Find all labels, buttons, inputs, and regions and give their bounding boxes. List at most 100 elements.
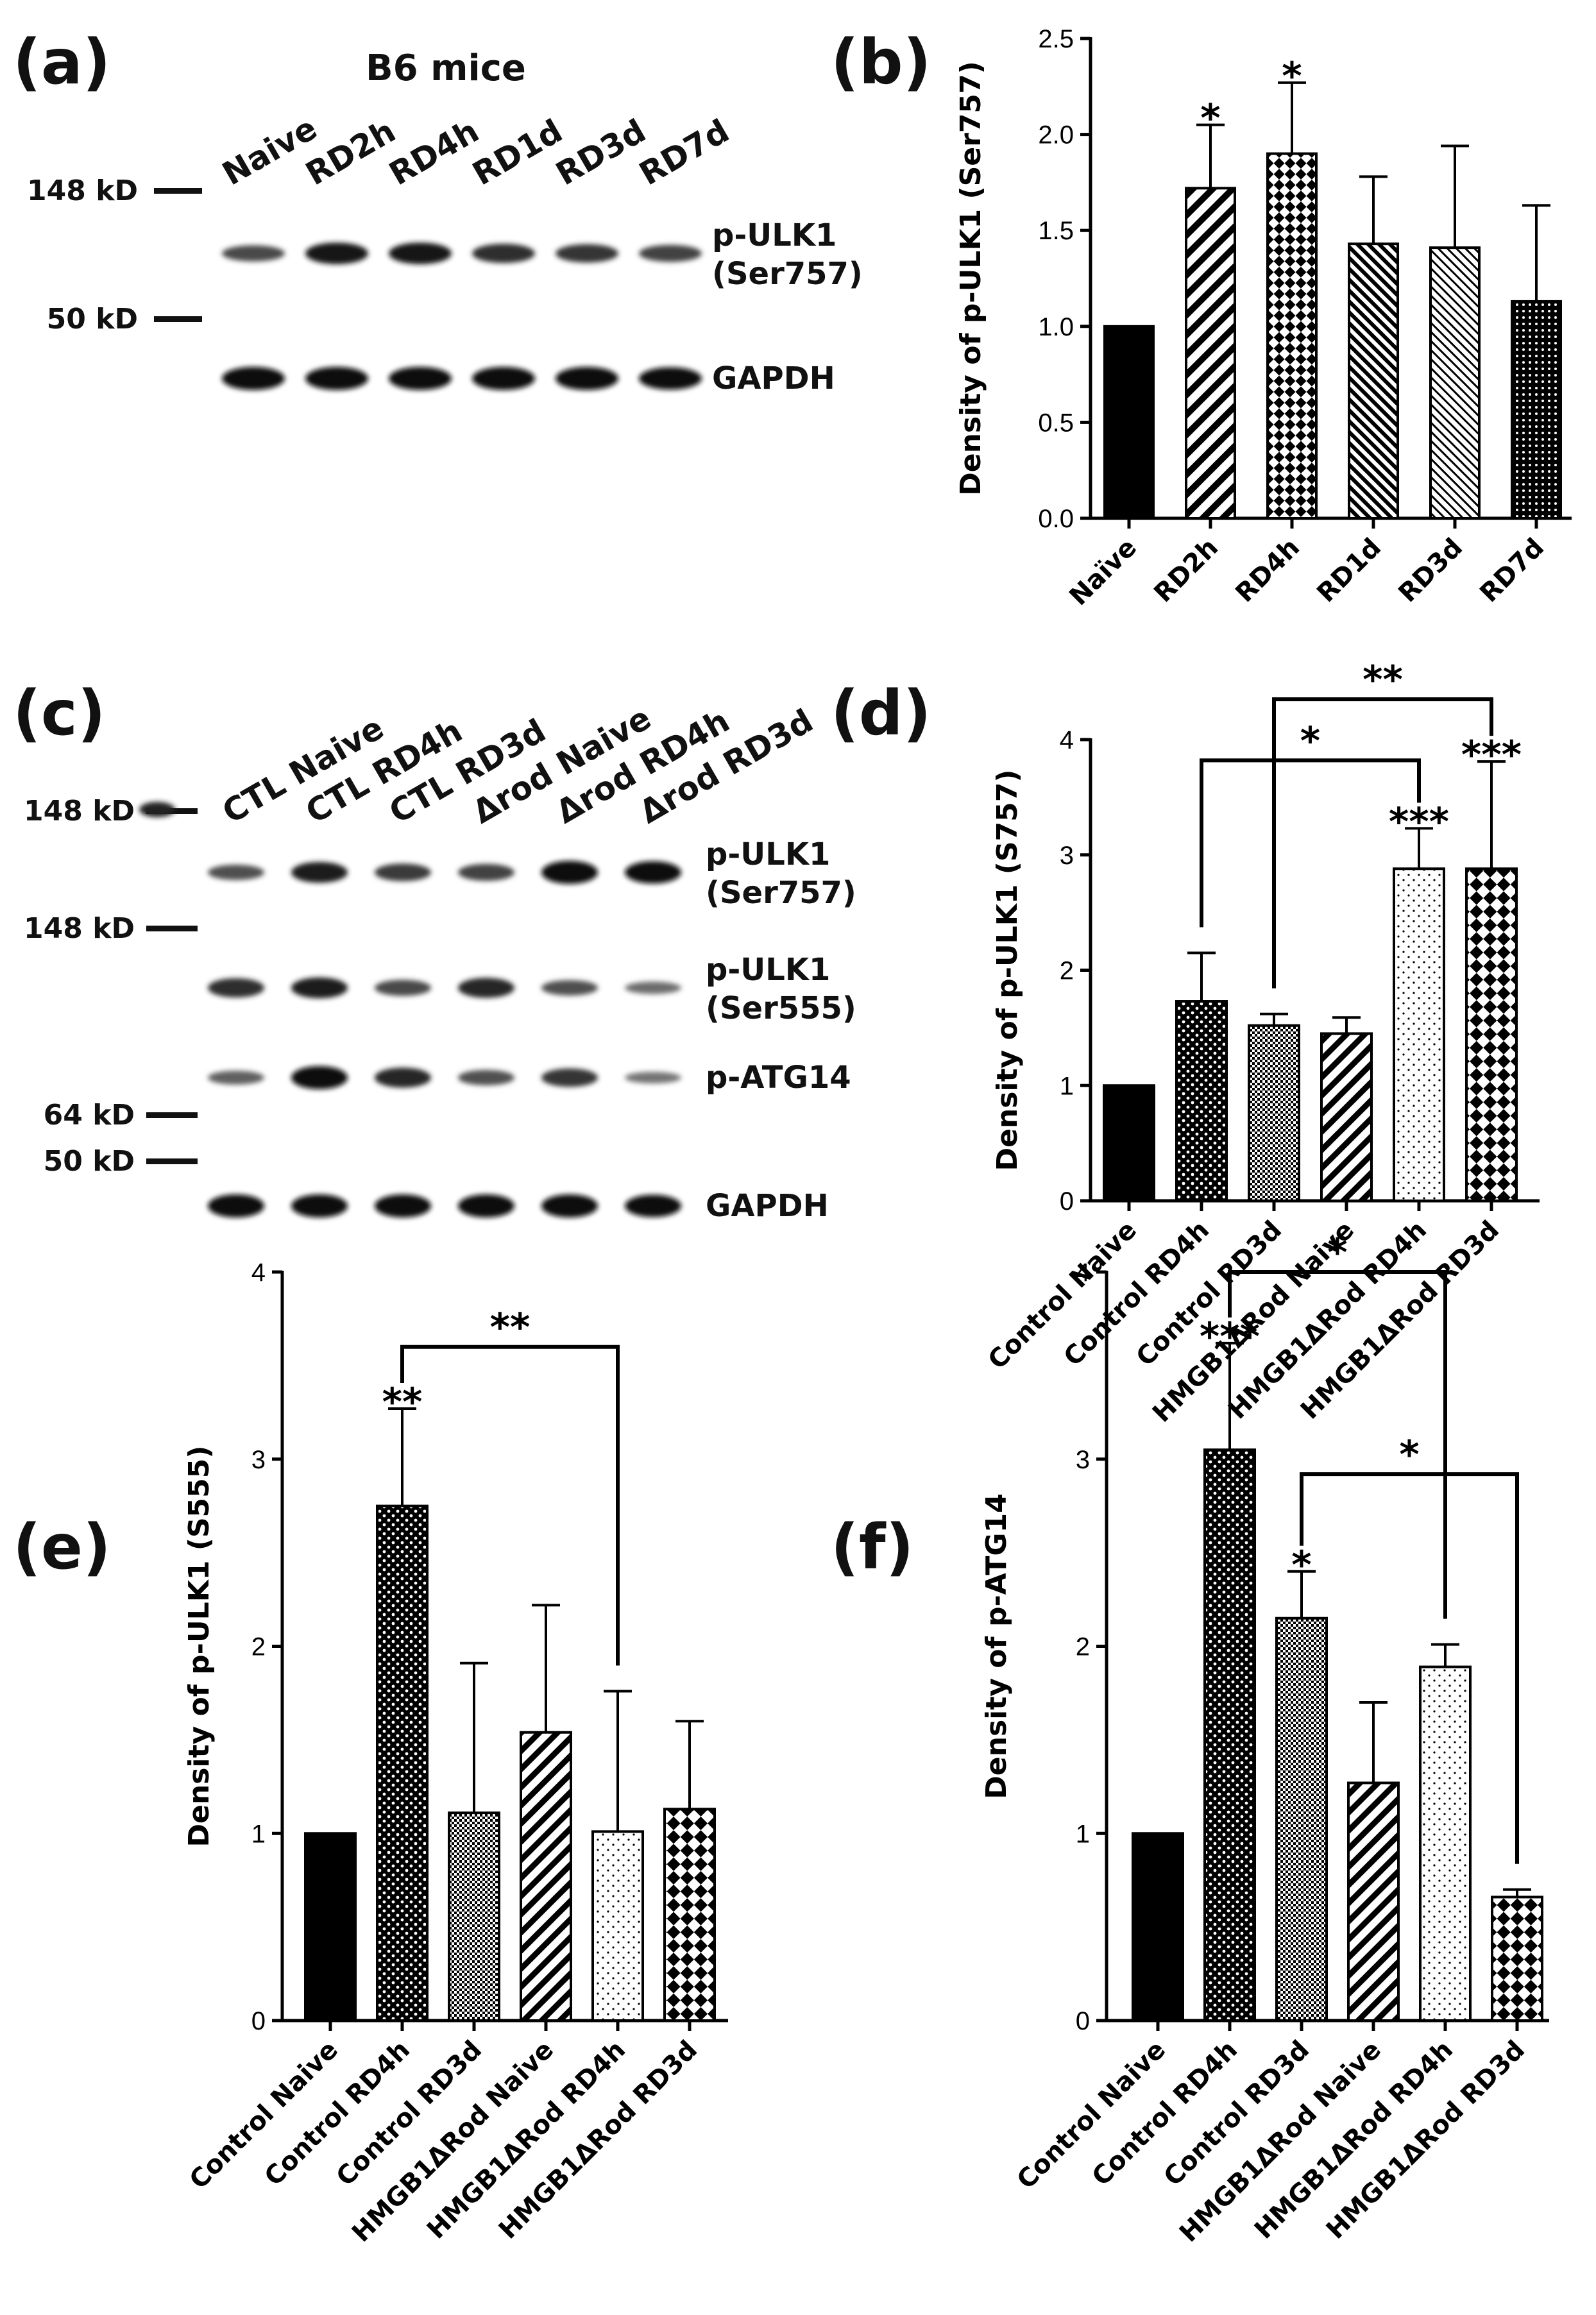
y-tick-label: 0 bbox=[1076, 2007, 1090, 2035]
y-tick-label: 1.5 bbox=[1038, 217, 1074, 245]
significance-label: * bbox=[1200, 96, 1220, 141]
blot-band bbox=[291, 1066, 348, 1089]
lane-label: RD1d bbox=[466, 112, 568, 193]
y-tick-label: 0 bbox=[251, 2007, 266, 2035]
blot-band bbox=[639, 367, 702, 390]
blot-band bbox=[375, 863, 431, 881]
bar bbox=[376, 1504, 429, 2022]
band-label: GAPDH bbox=[706, 1188, 829, 1224]
x-tick-label: RD3d bbox=[1393, 533, 1468, 609]
y-tick-label: 4 bbox=[251, 1259, 266, 1287]
y-tick-label: 2 bbox=[1076, 1633, 1090, 1661]
blot-band bbox=[208, 1071, 264, 1085]
band-label: p-ATG14 bbox=[706, 1060, 851, 1096]
y-tick-label: 2.0 bbox=[1038, 121, 1074, 149]
marker-label: 148 kD bbox=[24, 795, 135, 827]
bar bbox=[1103, 1084, 1155, 1202]
y-tick-label: 4 bbox=[1060, 726, 1074, 754]
y-tick-label: 2 bbox=[251, 1633, 266, 1661]
blot-band bbox=[625, 1072, 681, 1083]
bar bbox=[1175, 1000, 1228, 1202]
x-tick-label: RD2h bbox=[1148, 533, 1224, 609]
blot-band bbox=[458, 863, 514, 881]
bar bbox=[1275, 1616, 1328, 2022]
blot-band bbox=[291, 1194, 348, 1217]
significance-label: * bbox=[1282, 54, 1302, 99]
ladder-band bbox=[139, 802, 175, 817]
y-tick-label: 2.5 bbox=[1038, 25, 1074, 53]
comparison-bracket bbox=[1272, 697, 1493, 988]
blot-band bbox=[556, 367, 618, 390]
marker-line bbox=[154, 316, 202, 322]
y-tick-label: 2 bbox=[1060, 957, 1074, 985]
blot-band bbox=[375, 1067, 431, 1088]
significance-label: *** bbox=[1461, 733, 1522, 777]
y-tick-label: 1 bbox=[1076, 1820, 1090, 1848]
y-tick-label: 3 bbox=[1060, 842, 1074, 870]
lane-label: Naive bbox=[216, 110, 323, 193]
blot-band bbox=[541, 861, 598, 884]
y-tick-label: 0.0 bbox=[1038, 505, 1074, 533]
panel-label-b: (b) bbox=[831, 26, 931, 98]
blot-band bbox=[541, 980, 598, 996]
panel-label-a: (a) bbox=[13, 26, 111, 98]
marker-label: 148 kD bbox=[24, 912, 135, 945]
band-label: p-ULK1 bbox=[706, 952, 830, 988]
significance-label: * bbox=[1291, 1543, 1311, 1588]
blot-band bbox=[222, 367, 285, 390]
bar bbox=[520, 1731, 572, 2022]
band-label: p-ULK1 bbox=[712, 217, 836, 253]
blot-band bbox=[389, 367, 452, 390]
blot-band bbox=[389, 242, 452, 264]
bar bbox=[1465, 867, 1518, 1202]
x-tick-label: RD1d bbox=[1311, 533, 1387, 609]
y-axis-label: Density of p-ATG14 bbox=[980, 1493, 1013, 1799]
panel-label-e: (e) bbox=[13, 1511, 111, 1583]
bar bbox=[1203, 1448, 1256, 2022]
bar bbox=[1132, 1832, 1184, 2022]
blot-band bbox=[541, 1068, 598, 1087]
x-tick-label: Naïve bbox=[1064, 533, 1142, 612]
comparison-bracket bbox=[1228, 1270, 1447, 1619]
y-tick-label: 1.0 bbox=[1038, 313, 1074, 341]
blot-band bbox=[625, 861, 681, 884]
blot-band bbox=[639, 244, 702, 262]
marker-line bbox=[154, 188, 202, 194]
panel-label-f: (f) bbox=[831, 1511, 914, 1583]
y-axis-label: Density of p-ULK1 (S555) bbox=[183, 1446, 216, 1847]
blot-band bbox=[208, 978, 264, 997]
blot-band bbox=[291, 861, 348, 883]
band-label-sub: (Ser555) bbox=[706, 990, 856, 1026]
bar bbox=[1266, 152, 1318, 520]
bar bbox=[1511, 300, 1562, 520]
marker-label: 148 kD bbox=[27, 174, 138, 207]
band-label: GAPDH bbox=[712, 360, 835, 396]
blot-title: B6 mice bbox=[366, 47, 526, 89]
bar bbox=[1393, 867, 1445, 1202]
lane-label: RD7d bbox=[633, 112, 735, 193]
blot-band bbox=[291, 977, 348, 999]
marker-line bbox=[146, 1158, 198, 1164]
marker-label: 50 kD bbox=[44, 1145, 135, 1178]
marker-line bbox=[146, 1112, 198, 1118]
comparison-bracket bbox=[1200, 758, 1421, 928]
band-label: p-ULK1 bbox=[706, 836, 830, 872]
y-tick-label: 1 bbox=[251, 1820, 266, 1848]
y-tick-label: 0 bbox=[1060, 1187, 1074, 1216]
bar bbox=[304, 1832, 357, 2022]
y-tick-label: 1 bbox=[1060, 1072, 1074, 1100]
y-tick-label: 3 bbox=[251, 1446, 266, 1474]
comparison-label: ** bbox=[1363, 657, 1403, 702]
blot-band bbox=[222, 245, 285, 262]
lane-label: RD4h bbox=[383, 112, 485, 192]
bar bbox=[1429, 246, 1481, 520]
bar bbox=[1348, 242, 1399, 520]
bar bbox=[1248, 1024, 1300, 1203]
blot-band bbox=[472, 244, 535, 263]
